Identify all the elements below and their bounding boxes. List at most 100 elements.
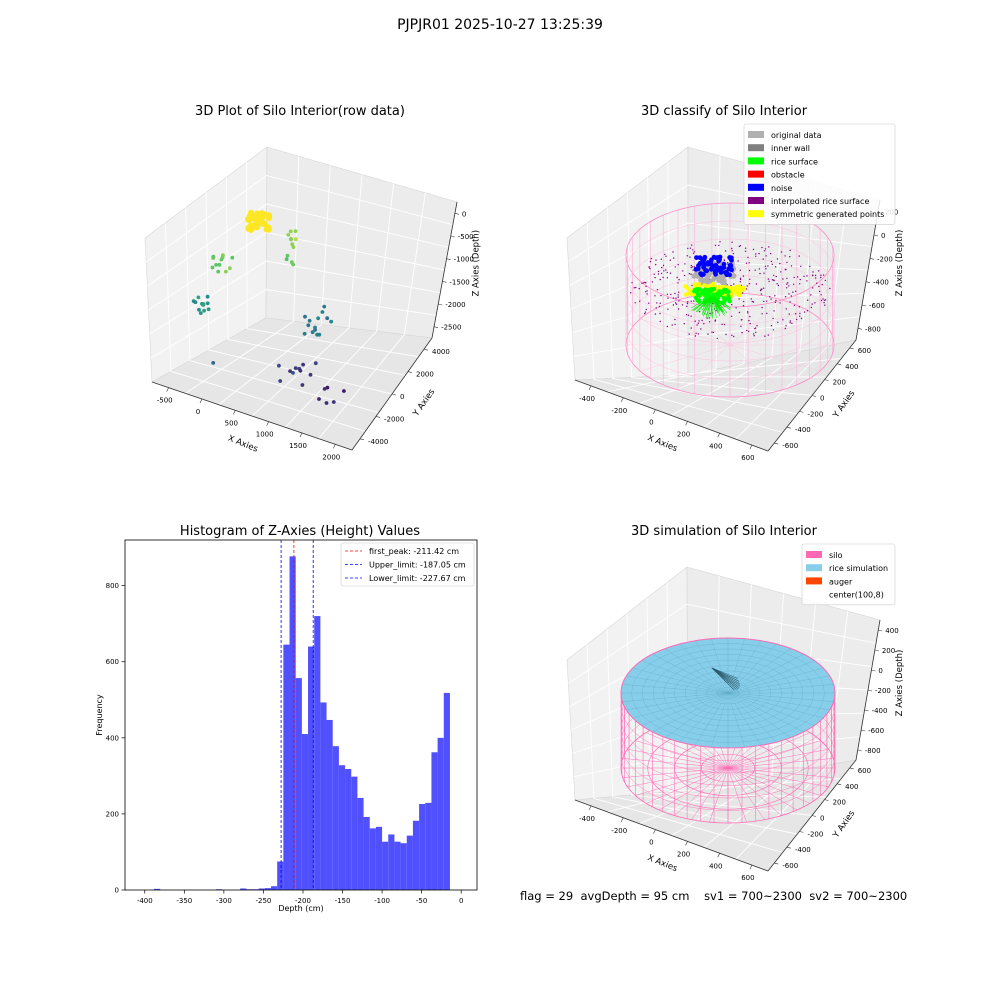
panel2-interpolated-point <box>786 283 788 285</box>
panel2-interpolated-point <box>687 247 689 250</box>
panel1-point <box>244 216 252 223</box>
panel4-y-tick-label: 0 <box>820 815 824 823</box>
panel2-interpolated-point <box>731 334 733 336</box>
panel2-symmetric-point <box>692 283 698 288</box>
panel2-interpolated-point <box>796 276 799 278</box>
panel2-interpolated-point <box>745 262 748 264</box>
panel1-point <box>298 368 303 373</box>
x-tick-label: -50 <box>416 897 427 905</box>
panel2-interpolated-point <box>692 269 694 271</box>
panel4-legend-label: auger <box>829 577 853 586</box>
panel1-point <box>302 331 307 336</box>
panel2-interpolated-point <box>771 263 773 265</box>
panel2-interpolated-point <box>774 301 776 304</box>
panel1-x-tick-label: 2000 <box>322 453 340 461</box>
panel2-interpolated-point <box>671 324 673 326</box>
panel1-z-tick <box>446 258 451 260</box>
panel2-interpolated-point <box>761 313 763 315</box>
panel1-point <box>313 361 318 366</box>
panel2-classify: -400-2000200400600-600-400-2000200400600… <box>566 123 905 462</box>
panel2-interpolated-point <box>690 315 692 317</box>
panel2-y-tick <box>774 442 779 445</box>
panel4-silo-floor-spoke <box>674 767 729 816</box>
y-tick-label: 200 <box>106 810 119 818</box>
panel1-point <box>331 400 336 404</box>
panel2-interpolated-point <box>654 295 656 297</box>
panel4-silo-floor-spoke <box>635 740 729 769</box>
panel2-interpolated-point <box>748 269 751 272</box>
panel2-interpolated-point <box>770 298 772 300</box>
panel2-grid <box>606 207 798 415</box>
panel2-legend-swatch <box>748 131 764 138</box>
panel2-interpolated-point <box>818 290 821 293</box>
panel4-z-tick <box>867 689 873 692</box>
panel2-interpolated-point <box>689 247 692 249</box>
panel4-legend-label: center(100,8) <box>829 591 884 600</box>
panel2-rice-spike <box>711 295 723 313</box>
panel2-x-tick-label: 400 <box>709 442 722 450</box>
panel2-interpolated-point <box>812 287 814 289</box>
panel2-grid <box>572 292 865 334</box>
panel2-interpolated-point <box>748 283 751 285</box>
panel2-interpolated-point <box>776 258 779 260</box>
panel4-rice-mesh-spoke <box>626 692 729 711</box>
panel2-interpolated-point <box>677 308 680 310</box>
panel2-interpolated-point <box>744 250 747 252</box>
panel2-interpolated-point <box>655 307 657 309</box>
panel2-interpolated-point <box>699 311 701 313</box>
panel2-interpolated-point <box>693 300 695 302</box>
panel1-x-tick <box>266 421 269 426</box>
panel2-interpolated-point <box>784 268 786 271</box>
y-tick-label: 400 <box>106 734 119 742</box>
panel2-noise-point <box>697 255 703 260</box>
panel4-x-tick <box>653 829 656 834</box>
panel2-interpolated-point <box>766 312 768 315</box>
panel1-point <box>198 311 203 315</box>
panel4-y-tick-label: -600 <box>782 862 798 870</box>
panel2-interpolated-point <box>793 283 795 285</box>
panel4-z-tick <box>857 749 862 752</box>
panel2-interpolated-point <box>754 269 756 271</box>
panel4-auger <box>711 667 735 691</box>
y-tick-label: 0 <box>115 887 119 895</box>
panel2-legend-swatch <box>748 170 764 178</box>
panel2-interpolated-point <box>674 292 676 295</box>
panel2-symmetric-point <box>717 284 722 290</box>
panel1-z-tick-label: -500 <box>458 233 474 241</box>
panel2-x-tick <box>620 397 624 402</box>
y-tick-label: 600 <box>106 658 119 666</box>
panel2-interpolated-point <box>666 325 669 328</box>
panel2-z-tick-label: -800 <box>865 325 881 333</box>
panel1-z-tick-label: -1500 <box>449 278 469 286</box>
panel1-x-tick-label: -500 <box>157 397 173 405</box>
panel2-interpolated-point <box>739 278 742 281</box>
panel2-symmetric-point <box>683 284 688 289</box>
panel2-interpolated-point <box>700 328 702 330</box>
panel3-title: Histogram of Z-Axies (Height) Values <box>179 524 421 539</box>
panel2-interpolated-point <box>786 261 788 264</box>
panel2-interpolated-point <box>810 294 812 296</box>
panel1-z-tick-label: -2500 <box>441 324 461 332</box>
histogram-bar <box>338 765 346 890</box>
panel1-point <box>254 216 261 224</box>
panel2-interpolated-point <box>674 318 676 321</box>
panel2-noise-point <box>712 270 718 276</box>
panel4-silo-floor-spoke <box>727 767 765 820</box>
panel1-point <box>214 263 219 267</box>
panel2-interpolated-point <box>672 297 675 299</box>
panel1-point <box>191 299 196 303</box>
panel1-grid <box>185 207 379 414</box>
panel2-original-point <box>691 273 697 279</box>
panel2-interpolated-point <box>799 278 801 281</box>
panel2-interpolated-point <box>752 248 755 251</box>
panel4-silo-floor-spoke <box>691 767 729 820</box>
panel2-original-point <box>719 273 725 279</box>
panel2-interpolated-point <box>806 280 808 282</box>
panel2-rice-spike <box>711 295 726 308</box>
panel2-interpolated-point <box>712 331 715 334</box>
panel4-z-tick-label: 200 <box>882 647 895 655</box>
panel2-original-point <box>731 273 737 279</box>
panel2-interpolated-point <box>654 276 656 279</box>
panel2-interpolated-point <box>820 294 822 296</box>
panel1-point <box>230 255 235 260</box>
